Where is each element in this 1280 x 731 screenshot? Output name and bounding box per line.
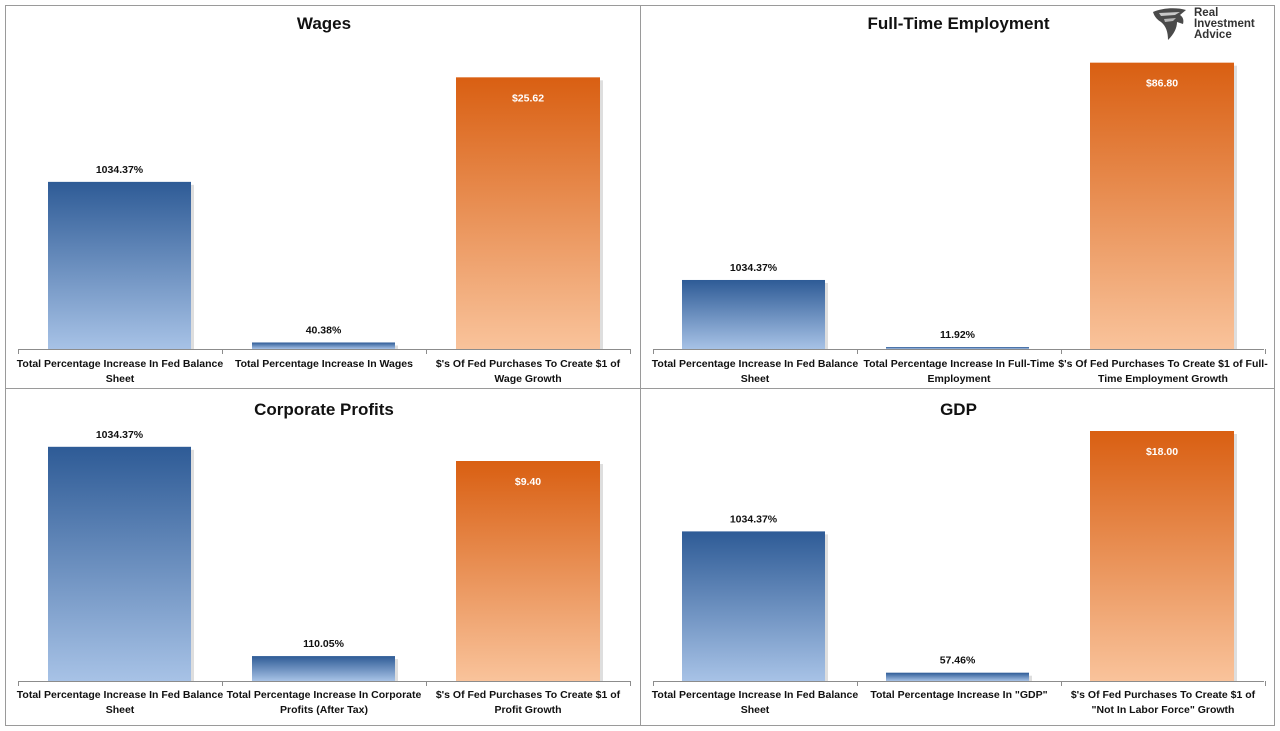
data-label: 1034.37% <box>96 164 144 176</box>
category-label: Total Percentage Increase In Corporate <box>227 689 422 701</box>
bar-blue <box>48 181 191 349</box>
bar-orange <box>456 77 600 349</box>
data-label: 1034.37% <box>730 262 778 274</box>
category-label: $'s Of Fed Purchases To Create $1 of Ful… <box>1058 358 1268 370</box>
chart-title: Full-Time Employment <box>868 14 1050 33</box>
bar-blue <box>682 531 825 681</box>
chart-panel-gdp: GDP 1034.37% 57.46% $18.00 Total Percentage … <box>640 388 1275 726</box>
category-label: Total Percentage Increase In Wages <box>235 358 413 370</box>
category-label: Profits (After Tax) <box>280 704 368 716</box>
brand-line-1: Real <box>1194 7 1219 19</box>
category-label: "Not In Labor Force" Growth <box>1092 704 1235 716</box>
bar-blue <box>48 446 191 681</box>
data-label: 1034.37% <box>96 429 144 441</box>
data-label: $9.40 <box>515 476 541 488</box>
brand-logo: Real Investment Advice <box>1150 6 1270 46</box>
wages-chart: Wages 1034.37% 40.38% $25.62 Total Percentag… <box>17 14 631 385</box>
category-label: $'s Of Fed Purchases To Create $1 of <box>436 689 621 701</box>
full-time-employment-chart: Full-Time Employment 1034.37% 11.92% $86.80… <box>652 14 1268 385</box>
bar-blue <box>252 342 395 349</box>
gdp-chart: GDP 1034.37% 57.46% $18.00 Total Percentage … <box>652 400 1266 716</box>
data-label: 110.05% <box>303 638 345 650</box>
data-label: $25.62 <box>512 92 544 104</box>
category-label: Total Percentage Increase In "GDP" <box>870 689 1047 701</box>
category-label: Sheet <box>106 373 135 385</box>
category-label: Total Percentage Increase In Fed Balance <box>652 689 859 701</box>
category-label: Total Percentage Increase In Full-Time <box>863 358 1054 370</box>
chart-panel-wages: Wages 1034.37% 40.38% $25.62 Total Percentag… <box>5 5 641 389</box>
bar-orange <box>1090 431 1234 681</box>
category-label: Sheet <box>741 704 770 716</box>
category-label: Time Employment Growth <box>1098 373 1228 385</box>
chart-title: Corporate Profits <box>254 400 394 419</box>
corporate-profits-chart: Corporate Profits 1034.37% 110.05% $9.40 Tot… <box>17 400 631 716</box>
bar-orange <box>1090 62 1234 350</box>
category-label: $'s Of Fed Purchases To Create $1 of <box>1071 689 1256 701</box>
category-label: Total Percentage Increase In Fed Balance <box>652 358 859 370</box>
category-label: $'s Of Fed Purchases To Create $1 of <box>436 358 621 370</box>
data-label: $18.00 <box>1146 446 1178 458</box>
eagle-icon <box>1153 8 1186 40</box>
chart-title: GDP <box>940 400 977 419</box>
data-label: 57.46% <box>940 655 976 667</box>
data-label: 1034.37% <box>730 513 778 525</box>
category-label: Sheet <box>106 704 135 716</box>
category-label: Total Percentage Increase In Fed Balance <box>17 358 224 370</box>
brand-line-2: Investment <box>1194 18 1255 30</box>
category-label: Profit Growth <box>494 704 561 716</box>
category-label: Total Percentage Increase In Fed Balance <box>17 689 224 701</box>
brand-name: Real Investment Advice <box>1194 7 1255 41</box>
category-label: Sheet <box>741 373 770 385</box>
bar-blue <box>682 279 825 349</box>
category-label: Wage Growth <box>494 373 561 385</box>
data-label: $86.80 <box>1146 78 1178 90</box>
chart-title: Wages <box>297 14 351 33</box>
brand-line-3: Advice <box>1194 29 1232 41</box>
data-label: 11.92% <box>940 329 976 341</box>
bar-orange <box>456 461 600 681</box>
bar-blue <box>886 347 1029 349</box>
bar-blue <box>886 672 1029 681</box>
bar-blue <box>252 656 395 681</box>
category-label: Employment <box>927 373 991 385</box>
chart-panel-corporate-profits: Corporate Profits 1034.37% 110.05% $9.40 Tot… <box>5 388 641 726</box>
data-label: 40.38% <box>306 324 342 336</box>
chart-panel-full-time-employment: Full-Time Employment 1034.37% 11.92% $86.80… <box>640 5 1275 389</box>
